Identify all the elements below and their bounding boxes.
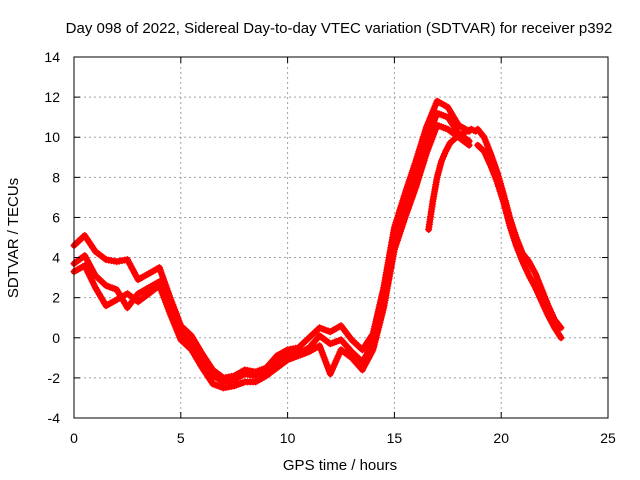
y-tick-label: 0 — [52, 330, 60, 346]
y-tick-label: -4 — [48, 410, 61, 426]
data-point — [305, 334, 313, 342]
y-axis-label: SDTVAR / TECUs — [5, 178, 22, 298]
y-tick-labels: -4 -2 0 2 4 6 8 10 12 14 — [44, 49, 60, 426]
data-point — [474, 141, 482, 149]
x-tick-label: 15 — [387, 430, 403, 446]
data-point — [296, 342, 304, 350]
data-point — [479, 146, 486, 154]
series-track-3 — [70, 121, 473, 392]
data-point — [557, 334, 565, 342]
y-tick-label: 2 — [52, 290, 60, 306]
x-tick-labels: 0 5 10 15 20 25 — [70, 430, 616, 446]
x-tick-label: 0 — [70, 430, 78, 446]
y-tick-label: 4 — [52, 250, 60, 266]
y-tick-label: -2 — [48, 370, 61, 386]
data-point — [91, 272, 99, 280]
x-tick-label: 5 — [177, 430, 185, 446]
data-point — [180, 339, 188, 347]
x-axis-label: GPS time / hours — [283, 457, 397, 474]
data-point — [100, 280, 108, 288]
data-point — [74, 238, 82, 246]
x-tick-label: 10 — [280, 430, 296, 446]
x-tick-label: 20 — [493, 430, 509, 446]
series-track-4 — [425, 125, 480, 233]
x-tick-label: 25 — [600, 430, 616, 446]
axis-ticks — [73, 56, 609, 419]
plot-frame — [73, 56, 609, 419]
y-tick-label: 8 — [52, 169, 60, 185]
y-tick-label: 14 — [44, 49, 60, 65]
chart-title: Day 098 of 2022, Sidereal Day-to-day VTE… — [66, 20, 613, 37]
data-point — [477, 144, 485, 152]
data-point — [475, 143, 483, 151]
data-point — [314, 325, 322, 333]
data-point — [557, 324, 565, 332]
series-track-6 — [474, 141, 565, 342]
data-point — [465, 141, 473, 149]
data-point — [350, 338, 357, 345]
data-layer — [70, 97, 565, 392]
y-tick-label: 6 — [52, 209, 60, 225]
y-tick-label: 12 — [44, 89, 60, 105]
y-tick-label: 10 — [44, 129, 60, 145]
